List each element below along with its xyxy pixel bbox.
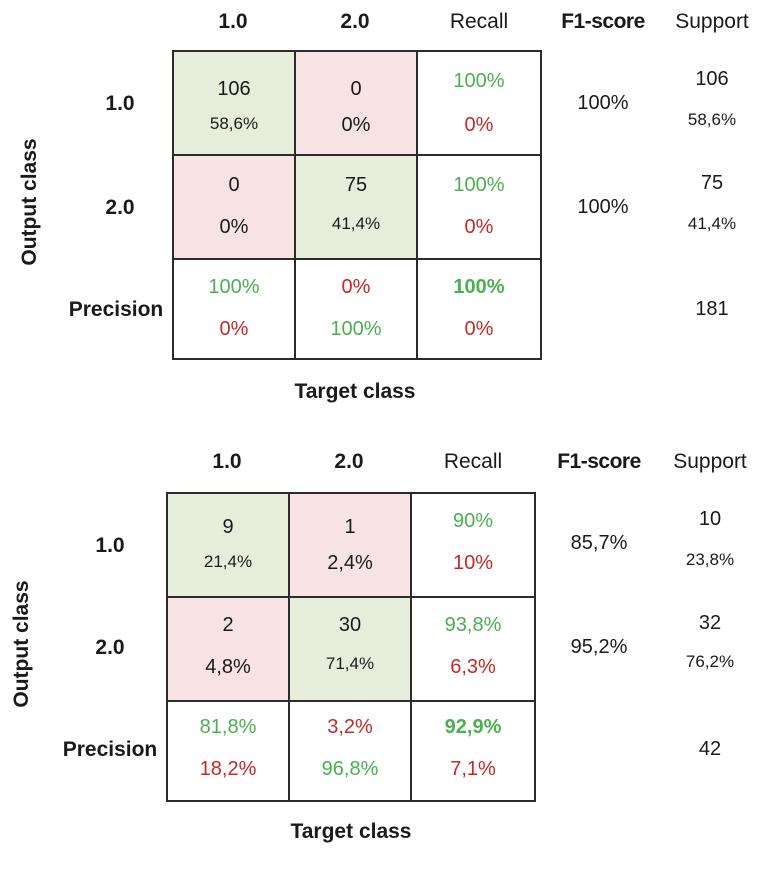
row-label-2: 2.0 xyxy=(95,636,125,659)
col-header-recall: Recall xyxy=(449,10,509,33)
f1-score-header: F1-score xyxy=(561,10,645,33)
col-header-recall: Recall xyxy=(443,450,503,473)
x-axis-label: Target class xyxy=(294,380,416,403)
support-total: 42 xyxy=(698,738,722,760)
col-header-2: 2.0 xyxy=(334,450,364,473)
row-label-1: 1.0 xyxy=(105,92,135,115)
f1-score-value: 85,7% xyxy=(570,532,628,554)
col-header-1: 1.0 xyxy=(212,450,242,473)
row-label-1: 1.0 xyxy=(95,534,125,557)
overall-accuracy-cell: 100% 0% xyxy=(418,260,540,358)
confusion-matrix-panel-1: 1.0 2.0 Recall F1-score Support Output c… xyxy=(0,0,770,430)
recall-cell: 90% 10% xyxy=(412,494,534,598)
matrix-grid: 9 21,4% 1 2,4% 90% 10% 2 4,8% 30 71,4% 9… xyxy=(166,492,536,802)
precision-cell: 0% 100% xyxy=(296,260,418,358)
y-axis-label: Output class xyxy=(10,580,33,708)
overall-accuracy-cell: 92,9% 7,1% xyxy=(412,702,534,800)
precision-cell: 3,2% 96,8% xyxy=(290,702,412,800)
matrix-cell: 106 58,6% xyxy=(174,52,296,156)
col-header-2: 2.0 xyxy=(340,10,370,33)
y-axis-label: Output class xyxy=(18,138,41,266)
f1-score-value: 95,2% xyxy=(570,636,628,658)
support-percent: 41,4% xyxy=(687,214,737,233)
support-percent: 23,8% xyxy=(685,550,735,569)
support-count: 75 xyxy=(700,172,724,194)
row-label-precision: Precision xyxy=(62,738,158,761)
precision-cell: 100% 0% xyxy=(174,260,296,358)
recall-cell: 100% 0% xyxy=(418,156,540,260)
support-total: 181 xyxy=(695,298,729,320)
matrix-cell: 30 71,4% xyxy=(290,598,412,702)
support-count: 10 xyxy=(698,508,722,530)
f1-score-value: 100% xyxy=(577,196,629,218)
precision-cell: 81,8% 18,2% xyxy=(168,702,290,800)
f1-score-value: 100% xyxy=(577,92,629,114)
matrix-cell: 75 41,4% xyxy=(296,156,418,260)
support-count: 106 xyxy=(695,68,729,90)
support-header: Support xyxy=(673,450,747,473)
matrix-cell: 1 2,4% xyxy=(290,494,412,598)
recall-cell: 93,8% 6,3% xyxy=(412,598,534,702)
matrix-grid: 106 58,6% 0 0% 100% 0% 0 0% 75 41,4% 100… xyxy=(172,50,542,360)
row-label-precision: Precision xyxy=(68,298,164,321)
matrix-cell: 0 0% xyxy=(296,52,418,156)
row-label-2: 2.0 xyxy=(105,196,135,219)
support-percent: 76,2% xyxy=(685,652,735,671)
matrix-cell: 9 21,4% xyxy=(168,494,290,598)
support-percent: 58,6% xyxy=(687,110,737,129)
support-header: Support xyxy=(675,10,749,33)
x-axis-label: Target class xyxy=(290,820,412,843)
support-count: 32 xyxy=(698,612,722,634)
confusion-matrix-panel-2: 1.0 2.0 Recall F1-score Support Output c… xyxy=(0,440,770,870)
f1-score-header: F1-score xyxy=(557,450,641,473)
matrix-cell: 0 0% xyxy=(174,156,296,260)
col-header-1: 1.0 xyxy=(218,10,248,33)
recall-cell: 100% 0% xyxy=(418,52,540,156)
matrix-cell: 2 4,8% xyxy=(168,598,290,702)
